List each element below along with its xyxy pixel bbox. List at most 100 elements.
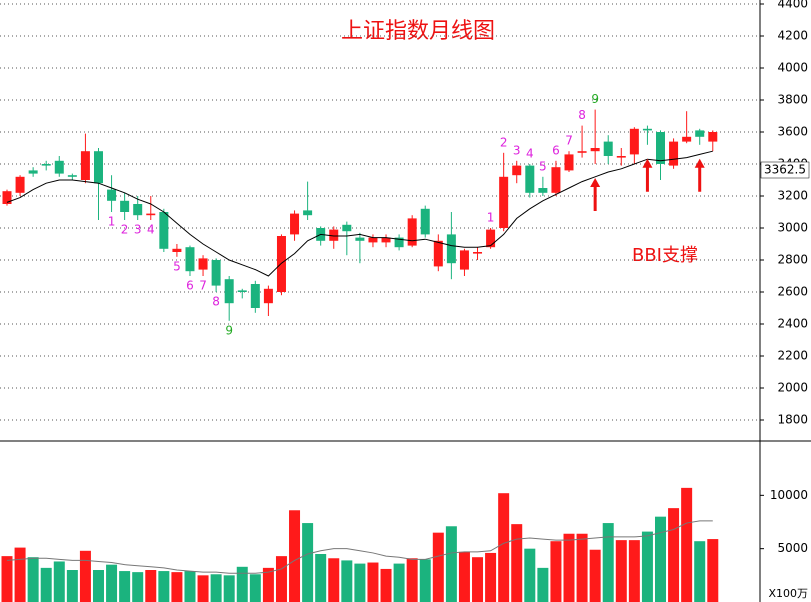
volume-bar <box>119 571 131 602</box>
candle-body <box>616 156 626 158</box>
volume-bar <box>66 570 78 602</box>
volume-bar <box>485 552 497 602</box>
volume-bar <box>14 547 26 602</box>
volume-bar <box>406 558 418 602</box>
candle-body <box>682 136 692 142</box>
td-label: 9 <box>225 323 233 337</box>
volume-bar <box>393 563 405 602</box>
volume-bar <box>289 510 301 602</box>
candle-body <box>708 132 718 142</box>
volume-bar <box>641 531 653 602</box>
td-label: 6 <box>186 279 194 293</box>
volume-bar <box>668 508 680 602</box>
candle-body <box>250 284 260 308</box>
candle-body <box>54 160 64 174</box>
volume-bar <box>367 562 379 602</box>
volume-bar <box>275 556 287 602</box>
td-label: 9 <box>591 92 599 106</box>
y-tick-label: 5000 <box>777 541 808 555</box>
y-tick-label: 3600 <box>777 125 808 139</box>
volume-bar <box>328 558 340 602</box>
candle-body <box>486 229 496 248</box>
td-label: 5 <box>539 159 547 173</box>
bbi-line <box>6 150 713 277</box>
volume-bar <box>615 540 627 602</box>
volume-bar <box>681 487 693 602</box>
candle-body <box>15 176 25 193</box>
candle-body <box>290 213 300 235</box>
y-tick-label: 2000 <box>777 381 808 395</box>
candle-body <box>420 208 430 235</box>
candle-body <box>133 204 143 216</box>
volume-bar <box>40 567 52 602</box>
candle-body <box>368 237 378 243</box>
candle-body <box>342 224 352 232</box>
volume-bar <box>537 567 549 602</box>
td-label: 4 <box>147 223 155 237</box>
candle-body <box>355 237 365 241</box>
candle-body <box>590 148 600 152</box>
support-arrow <box>590 178 601 211</box>
y-tick-label: 2600 <box>777 285 808 299</box>
candle-body <box>303 210 313 216</box>
volume-bar <box>197 575 209 602</box>
unit-label: X100万 <box>768 587 808 600</box>
y-tick-label: 2400 <box>777 317 808 331</box>
y-tick-label: 2200 <box>777 349 808 363</box>
td-label: 8 <box>578 108 586 122</box>
candle-body <box>459 250 469 270</box>
y-tick-label: 4400 <box>777 0 808 11</box>
volume-bar <box>576 533 588 602</box>
td-label: 3 <box>513 143 521 157</box>
candle-body <box>28 170 38 174</box>
volume-bar <box>223 575 235 602</box>
candle-body <box>473 252 483 254</box>
y-tick-label: 4000 <box>777 61 808 75</box>
volume-ma-line <box>6 520 713 574</box>
td-label: 8 <box>212 295 220 309</box>
volume-bar <box>341 560 353 602</box>
y-tick-label: 4200 <box>777 29 808 43</box>
candle-body <box>669 141 679 166</box>
candle-body <box>329 229 339 241</box>
candle-body <box>146 213 156 216</box>
td-label: 7 <box>199 279 207 293</box>
candle-body <box>2 191 12 204</box>
candle-body <box>224 279 234 304</box>
volume-bar <box>27 557 39 602</box>
candle-body <box>381 237 391 243</box>
candle-body <box>525 165 535 193</box>
candle-body <box>629 128 639 155</box>
volume-bar <box>472 557 484 602</box>
volume-bar <box>302 523 314 602</box>
td-label: 1 <box>108 215 116 229</box>
last-label: 3362.5 <box>764 163 806 177</box>
candle-body <box>185 247 195 272</box>
y-tick-label: 3800 <box>777 93 808 107</box>
y-tick-label: 1800 <box>777 413 808 427</box>
volume-bar <box>354 563 366 602</box>
candle-body <box>41 164 51 166</box>
volume-bar <box>1 556 13 602</box>
volume-bar <box>432 532 444 602</box>
support-arrow <box>694 158 705 192</box>
volume-bar <box>511 524 523 602</box>
volume-bar <box>210 574 222 602</box>
volume-bar <box>707 539 719 602</box>
volume-bar <box>79 550 91 602</box>
volume-bar <box>602 523 614 602</box>
td-label: 4 <box>526 147 534 161</box>
volume-bar <box>315 554 327 602</box>
td-label: 1 <box>487 211 495 225</box>
candle-body <box>551 167 561 193</box>
td-label: 2 <box>500 135 508 149</box>
candle-body <box>433 240 443 267</box>
volume-bar <box>262 567 274 602</box>
candle-body <box>198 258 208 270</box>
td-label: 7 <box>565 134 573 148</box>
volume-bar <box>158 571 170 602</box>
td-label: 5 <box>173 259 181 273</box>
support-arrow <box>642 158 653 192</box>
